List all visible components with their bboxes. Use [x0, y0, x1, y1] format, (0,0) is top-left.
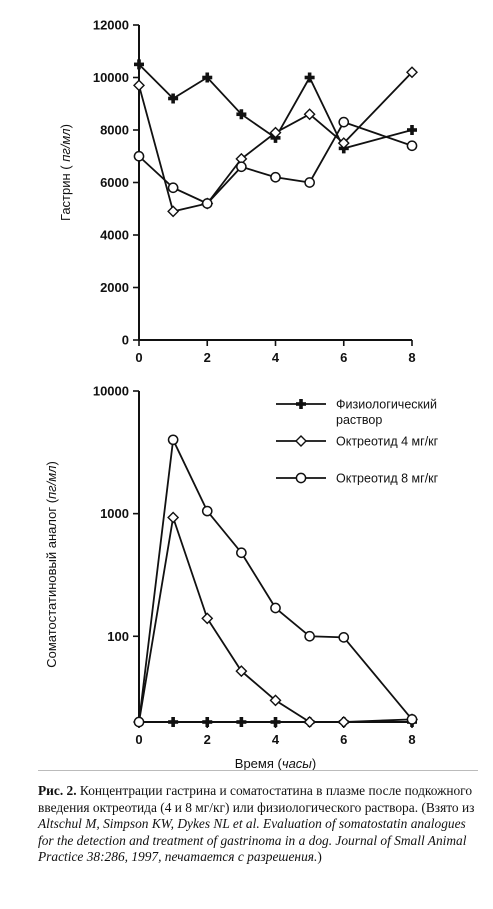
data-point	[201, 198, 213, 209]
x-axis-title: Время (часы)	[235, 756, 316, 771]
data-point	[406, 714, 418, 725]
y-tick-label: 10000	[93, 384, 129, 399]
caption-text: Концентрации гастрина и соматостатина в …	[38, 783, 475, 815]
y-tick-label: 12000	[93, 18, 129, 33]
y-tick-label: 8000	[100, 123, 129, 138]
data-point	[236, 717, 247, 727]
series-line-0	[138, 63, 413, 150]
x-axis-title-main: Время (	[235, 756, 283, 771]
data-point	[236, 547, 247, 559]
caption-label: Рис. 2.	[38, 783, 77, 798]
y-axis-title-close: )	[58, 124, 73, 128]
legend-marker	[295, 435, 307, 447]
x-tick-label: 2	[204, 350, 211, 365]
data-point	[167, 511, 180, 524]
y-axis-title: Гастрин ( пг/мл)	[58, 124, 73, 221]
x-tick-label: 8	[408, 732, 415, 747]
data-point	[338, 632, 350, 643]
data-point	[168, 93, 179, 104]
data-point	[338, 116, 350, 128]
y-axis-title-unit: пг/мл	[58, 128, 73, 162]
x-tick-label: 8	[408, 350, 415, 365]
series-line-1	[138, 517, 413, 723]
data-point	[270, 717, 281, 727]
data-point	[201, 505, 213, 517]
data-point	[407, 125, 417, 135]
data-point	[133, 79, 145, 92]
data-point	[201, 612, 214, 625]
data-point	[304, 630, 315, 642]
y-axis-title-main: Гастрин (	[58, 162, 73, 221]
y-tick-label: 10000	[93, 70, 129, 85]
y-axis-title-unit: пг/мл	[44, 465, 59, 499]
data-point	[337, 716, 350, 728]
data-point	[168, 717, 179, 727]
data-point	[236, 109, 247, 120]
y-tick-label: 6000	[100, 175, 129, 190]
legend-label-line2: раствор	[336, 413, 382, 427]
data-point	[134, 59, 144, 70]
legend-marker	[295, 472, 307, 484]
legend-label: Октреотид 8 мг/кг	[336, 472, 439, 486]
y-axis-title-main: Соматостатиновый аналог (	[44, 498, 59, 667]
x-tick-label: 0	[135, 732, 142, 747]
data-point	[270, 602, 281, 614]
series-line-2	[138, 436, 413, 723]
data-point	[304, 72, 315, 83]
y-tick-label: 0	[122, 333, 129, 348]
x-tick-label: 0	[135, 350, 142, 365]
data-point	[167, 434, 179, 446]
y-tick-label: 4000	[100, 228, 129, 243]
data-point	[235, 665, 248, 678]
x-tick-label: 4	[272, 732, 280, 747]
y-tick-label: 100	[107, 629, 129, 644]
data-point	[337, 137, 350, 150]
x-axis-title-close: )	[312, 756, 316, 771]
data-point	[133, 716, 145, 728]
series-line-2	[138, 121, 413, 205]
data-point	[236, 161, 247, 173]
somatostatin-chart: 100 1000 10000 0 2 4 6 8 Соматостатиновый аналог…	[44, 384, 418, 771]
figure-caption: Рис. 2. Концентрации гастрина и соматост…	[38, 783, 478, 866]
gastrin-chart: 0 2000 4000 6000 8000 10000 12000 0 2 4 6 8 Гастрин …	[58, 18, 418, 365]
x-axis-title-unit: часы	[282, 756, 312, 771]
data-point	[202, 72, 213, 83]
data-point	[269, 126, 282, 139]
caption-divider	[38, 770, 478, 771]
series-line-1	[138, 71, 413, 213]
legend-label: Октреотид 4 мг/кг	[336, 435, 439, 449]
legend-label: Физиологический	[336, 398, 437, 412]
caption-reference: Altschul M, Simpson KW, Dykes NL et al. …	[38, 816, 467, 864]
x-tick-label: 6	[340, 350, 347, 365]
y-tick-label: 1000	[100, 506, 129, 521]
data-point	[303, 716, 316, 728]
data-point	[406, 66, 418, 79]
data-point	[304, 177, 315, 188]
y-axis-title-close: )	[44, 461, 59, 465]
data-point	[202, 717, 213, 727]
x-tick-label: 6	[340, 732, 347, 747]
x-tick-label: 2	[204, 732, 211, 747]
data-point	[270, 171, 281, 183]
data-point	[406, 140, 418, 152]
legend-marker	[296, 399, 306, 409]
data-point	[269, 694, 282, 707]
y-tick-label: 2000	[100, 280, 129, 295]
x-tick-label: 4	[272, 350, 280, 365]
caption-text-end: )	[317, 849, 322, 864]
data-point	[167, 182, 179, 194]
data-point	[133, 150, 145, 162]
data-point	[303, 108, 316, 121]
y-axis-title: Соматостатиновый аналог (пг/мл)	[44, 461, 59, 668]
data-point	[167, 205, 180, 218]
